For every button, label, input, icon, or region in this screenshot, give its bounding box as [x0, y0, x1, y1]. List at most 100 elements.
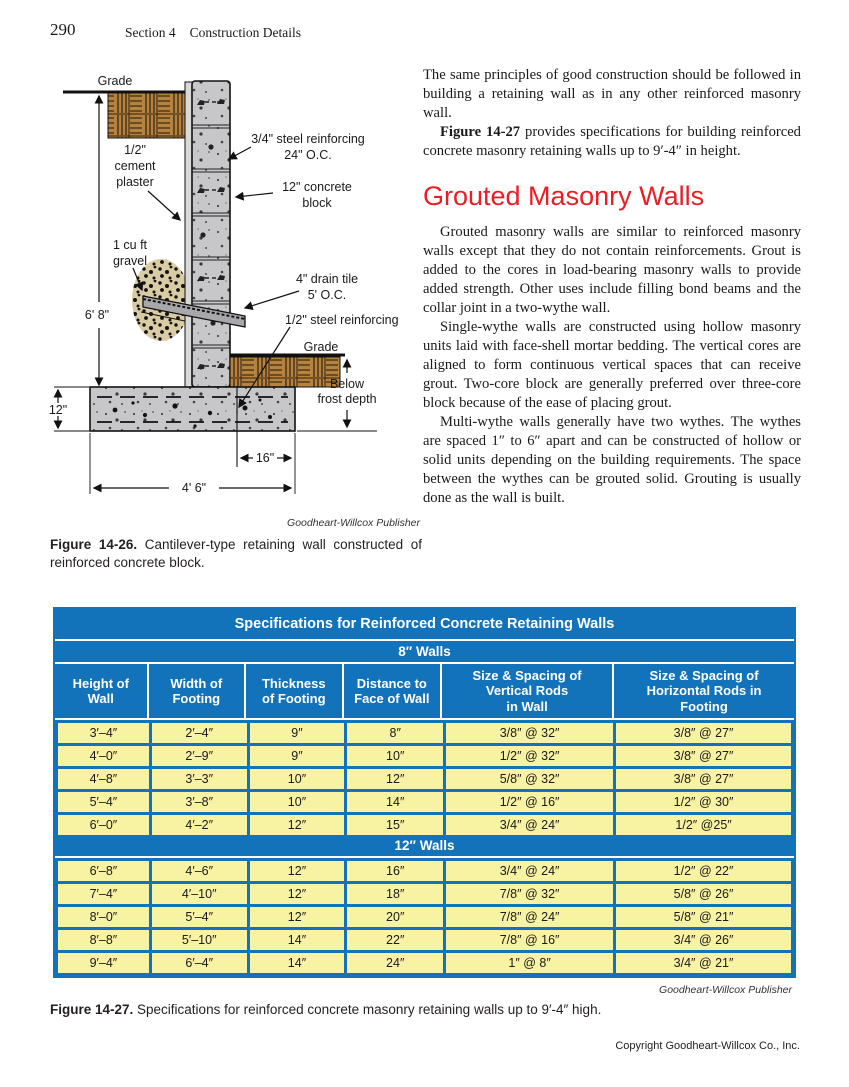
table-cell: 4′–6″ [151, 860, 247, 881]
table-cell: 2′–9″ [151, 745, 247, 766]
extension-lines [54, 386, 377, 494]
table-cell: 24″ [347, 952, 444, 973]
table-cell: 14″ [249, 929, 345, 950]
table-cell: 5/8″ @ 21″ [616, 906, 791, 927]
table-row: 9′–4″ 6′–4″ 14″ 24″ 1″ @ 8″ 3/4″ @ 21″ [55, 952, 794, 973]
plaster-label-1: 1/2" [124, 143, 146, 157]
table-cell: 9″ [249, 745, 345, 766]
table-cell: 5′–4″ [58, 791, 149, 812]
table-cell: 12″ [249, 906, 345, 927]
drain-tile-bed [140, 311, 186, 322]
table-cell: 12″ [249, 814, 345, 835]
figure-reference: Figure 14-27 [440, 124, 521, 140]
section-label: Section 4 [125, 25, 176, 40]
figure26-caption: Figure 14-26. Cantilever-type retaining … [50, 536, 422, 572]
table-cell: 1″ @ 8″ [446, 952, 614, 973]
table-row: 4′–0″ 2′–9″ 9″ 10″ 1/2″ @ 32″ 3/8″ @ 27″ [55, 745, 794, 766]
table-row: 8′–8″ 5′–10″ 14″ 22″ 7/8″ @ 16″ 3/4″ @ 26″ [55, 929, 794, 950]
table-cell: 1/2″ @ 16″ [446, 791, 614, 812]
table-cell: 7′–4″ [58, 883, 149, 904]
figure26-caption-label: Figure 14-26. [50, 537, 138, 552]
page-number: 290 [50, 20, 76, 39]
table-cell: 10″ [249, 768, 345, 789]
section-heading: Grouted Masonry Walls [423, 181, 705, 211]
table-cell: 4′–2″ [151, 814, 247, 835]
table-cell: 3/8″ @ 27″ [616, 745, 791, 766]
table-section-label: 12″ Walls [55, 834, 794, 858]
table-cell: 7/8″ @ 16″ [446, 929, 614, 950]
table-cell: 8′–0″ [58, 906, 149, 927]
paragraph: The same principles of good construction… [423, 67, 801, 121]
table-cell: 3/8″ @ 27″ [616, 722, 791, 743]
figure27-caption-label: Figure 14-27. [50, 1002, 134, 1017]
table-row: 3′–4″ 2′–4″ 9″ 8″ 3/8″ @ 32″ 3/8″ @ 27″ [55, 722, 794, 743]
figure27-caption-text: Specifications for reinforced concrete m… [133, 1002, 602, 1017]
steel-reinforcing-label-2: 24" O.C. [284, 148, 332, 162]
table-cell: 6′–4″ [151, 952, 247, 973]
spec-table: Specifications for Reinforced Concrete R… [53, 607, 796, 978]
gravel-label-1: 1 cu ft [113, 238, 148, 252]
table-row: 8′–0″ 5′–4″ 12″ 20″ 7/8″ @ 24″ 5/8″ @ 21″ [55, 906, 794, 927]
section-header: Section 4 Construction Details [125, 25, 301, 41]
table-cell: 4′–10″ [151, 883, 247, 904]
drain-tile-label-2: 5' O.C. [308, 288, 347, 302]
table-cell: 9″ [249, 722, 345, 743]
table-cell: 3/4″ @ 24″ [446, 814, 614, 835]
table-cell: 9′–4″ [58, 952, 149, 973]
dimension-arrows [53, 94, 352, 493]
table-cell: 10″ [249, 791, 345, 812]
table-cell: 5′–10″ [151, 929, 247, 950]
steel-reinforcing2-label: 1/2" steel reinforcing [285, 313, 399, 327]
table-cell: 2′–4″ [151, 722, 247, 743]
column-header: Thickness of Footing [246, 664, 344, 718]
frontfill-soil [229, 356, 341, 388]
table-cell: 5′–4″ [151, 906, 247, 927]
table-cell: 3′–4″ [58, 722, 149, 743]
paragraph: Multi-wythe walls generally have two wyt… [423, 413, 801, 506]
table-cell: 5/8″ @ 32″ [446, 768, 614, 789]
table-cell: 14″ [249, 952, 345, 973]
concrete-block-label-1: 12" concrete [282, 180, 352, 194]
cement-plaster-layer [184, 81, 193, 388]
table-cell: 3/8″ @ 27″ [616, 768, 791, 789]
grade-top-label: Grade [98, 74, 133, 88]
table-cell: 4′–8″ [58, 768, 149, 789]
leader-arrows [132, 146, 300, 409]
table-cell: 4′–0″ [58, 745, 149, 766]
table-cell: 5/8″ @ 26″ [616, 883, 791, 904]
table-cell: 18″ [347, 883, 444, 904]
table-cell: 10″ [347, 745, 444, 766]
steel-reinforcing-label-1: 3/4" steel reinforcing [251, 132, 365, 146]
table-cell: 1/2″ @ 32″ [446, 745, 614, 766]
table-section-label: 8″ Walls [55, 641, 794, 664]
plaster-label-3: plaster [116, 175, 154, 189]
footing [89, 386, 296, 432]
figure26-credit: Goodheart-Willcox Publisher [287, 517, 420, 529]
retaining-wall-diagram: Grade 1/2" cement plaster 3/4" steel rei… [49, 74, 399, 495]
table-credit: Goodheart-Willcox Publisher [659, 984, 792, 996]
table-cell: 1/2″ @ 22″ [616, 860, 791, 881]
dim-height-label: 6' 8" [85, 308, 109, 322]
table-cell: 12″ [249, 883, 345, 904]
table-cell: 3′–3″ [151, 768, 247, 789]
paragraph: Grouted masonry walls are similar to rei… [423, 223, 801, 316]
table-cell: 6′–0″ [58, 814, 149, 835]
table-header-row: Height of Wall Width of Footing Thickness … [55, 664, 794, 720]
table-cell: 8′–8″ [58, 929, 149, 950]
dim-footing-width-label: 4' 6" [182, 481, 206, 495]
figure27-caption: Figure 14-27. Specifications for reinfor… [50, 1001, 797, 1019]
figure26-caption-text: Cantilever-type retaining wall construct… [50, 537, 423, 571]
concrete-block-label-2: block [302, 196, 332, 210]
copyright-notice: Copyright Goodheart-Willcox Co., Inc. [615, 1040, 800, 1052]
table-cell: 8″ [347, 722, 444, 743]
table-cell: 3/4″ @ 24″ [446, 860, 614, 881]
table-row: 4′–8″ 3′–3″ 10″ 12″ 5/8″ @ 32″ 3/8″ @ 27″ [55, 768, 794, 789]
table-cell: 3/8″ @ 32″ [446, 722, 614, 743]
table-cell: 7/8″ @ 24″ [446, 906, 614, 927]
dim-footing-thickness-label: 12" [49, 403, 67, 417]
body-text-column: The same principles of good construction… [423, 66, 801, 508]
rebar-marks [197, 99, 225, 369]
table-cell: 12″ [347, 768, 444, 789]
plaster-label-2: cement [115, 159, 157, 173]
